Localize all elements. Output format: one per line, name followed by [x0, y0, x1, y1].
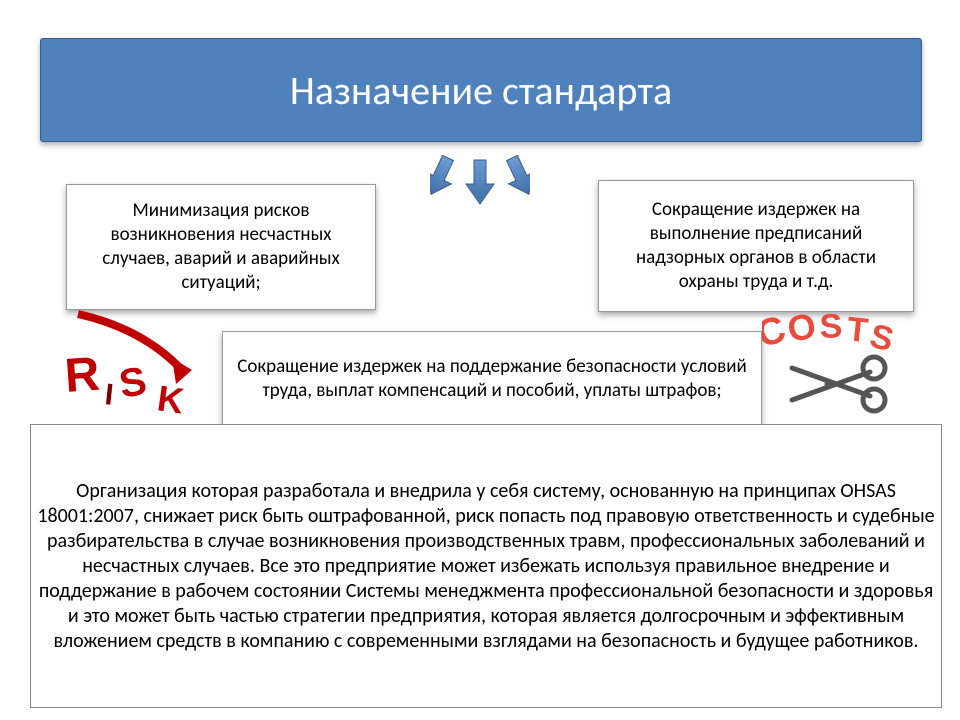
svg-text:O: O [784, 305, 819, 350]
svg-text:R: R [63, 348, 101, 403]
description-paragraph: Организация которая разработала и внедри… [30, 424, 942, 708]
risk-icon: R I S K [60, 306, 210, 416]
svg-text:S: S [866, 317, 897, 359]
svg-text:S: S [819, 307, 843, 346]
svg-text:S: S [116, 359, 150, 407]
arrows-icon [430, 150, 530, 212]
arrows-group [430, 150, 530, 212]
paragraph-text: Организация которая разработала и внедри… [37, 479, 935, 654]
costs-scissors-icon: C O S T S [762, 302, 910, 414]
box-minimize-risk: Минимизация рисков возникновения несчаст… [66, 184, 376, 310]
box-reduce-costs-safety: Сокращение издержек на поддержание безоп… [222, 331, 762, 427]
svg-text:K: K [155, 377, 186, 416]
slide-title: Назначение стандарта [40, 38, 922, 142]
box-mid-text: Сокращение издержек на поддержание безоп… [233, 355, 751, 403]
slide-title-text: Назначение стандарта [290, 66, 672, 115]
svg-text:I: I [103, 378, 115, 412]
svg-text:T: T [845, 310, 870, 350]
box-right-text: Сокращение издержек на выполнение предпи… [609, 198, 903, 294]
box-reduce-costs-compliance: Сокращение издержек на выполнение предпи… [598, 180, 914, 312]
slide-canvas: Назначение стандарта Минимизация рисков [0, 0, 960, 720]
box-left-text: Минимизация рисков возникновения несчаст… [77, 199, 365, 295]
